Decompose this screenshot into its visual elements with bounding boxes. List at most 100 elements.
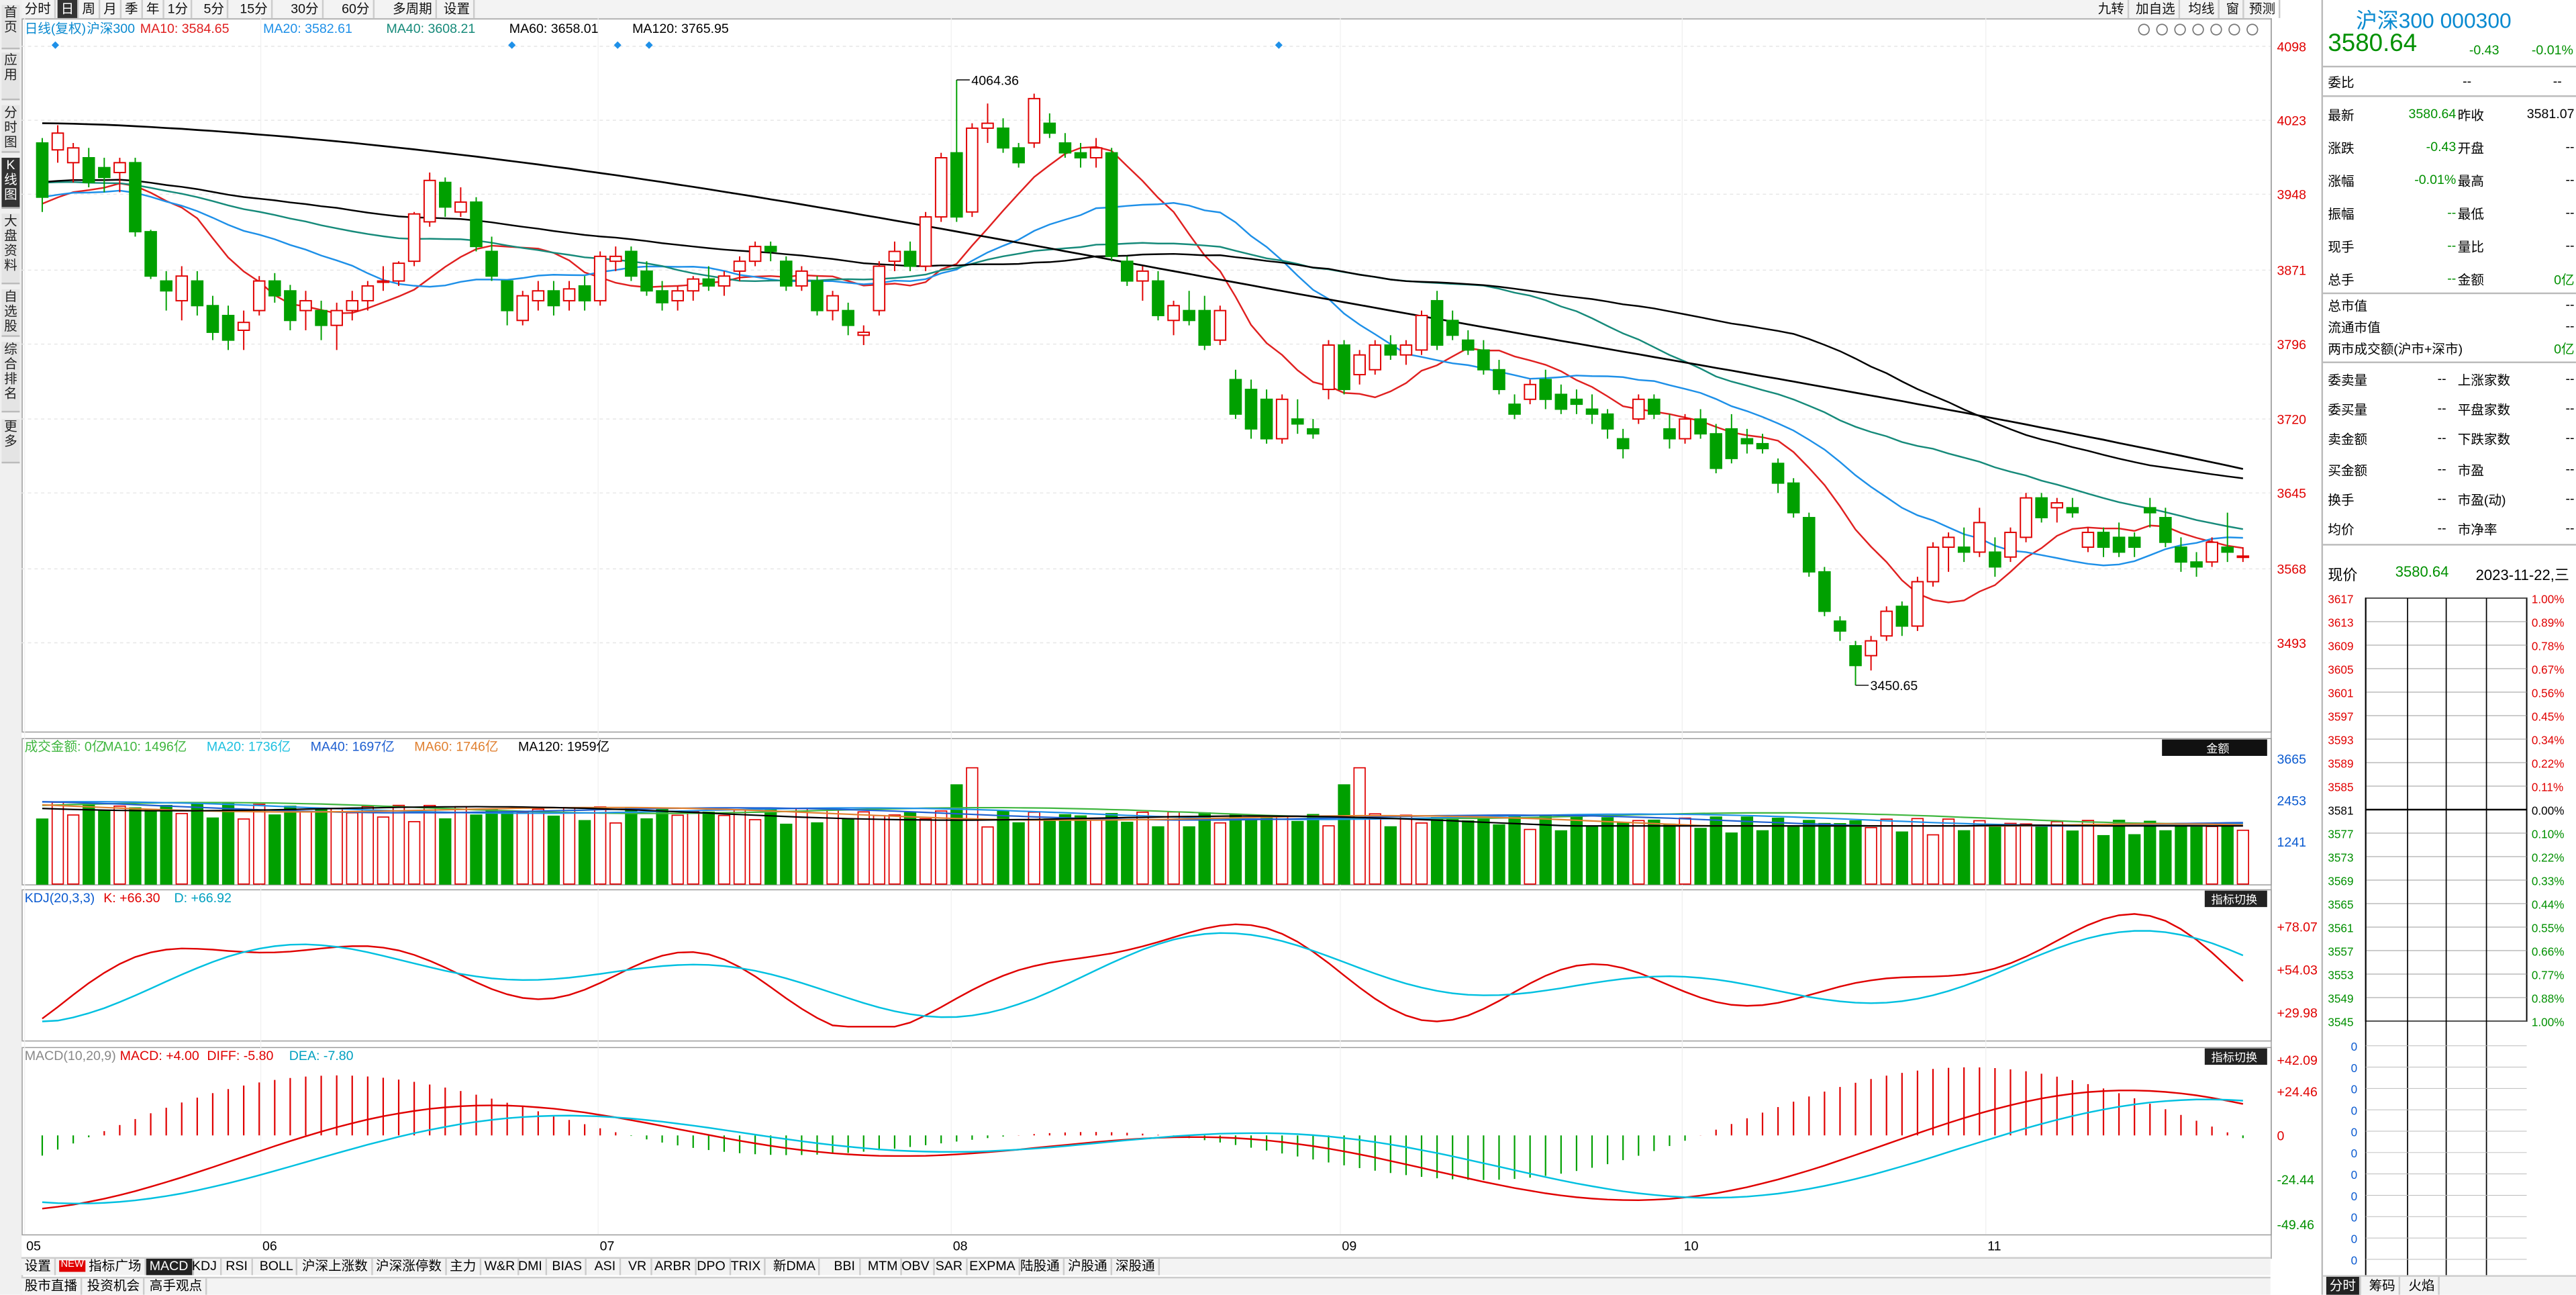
top-right-button-2[interactable]: 均线	[2185, 0, 2220, 18]
left-nav-4[interactable]: 大盘资料	[1, 213, 20, 285]
period-tab-8[interactable]: 15分	[236, 0, 273, 18]
indicator-tab-7[interactable]: 沪深上涨数	[299, 1258, 373, 1276]
info-tab-1[interactable]: 投资机会	[84, 1278, 145, 1295]
indicator-tab-6[interactable]: BOLL	[256, 1258, 299, 1276]
eye-icon[interactable]	[2138, 23, 2150, 36]
candle	[1648, 394, 1661, 420]
period-tab-9[interactable]: 30分	[287, 0, 324, 18]
candle	[656, 281, 668, 311]
redo-icon[interactable]	[2174, 23, 2186, 36]
candle	[1926, 542, 1940, 587]
indicator-tab-3[interactable]: MACD	[146, 1258, 193, 1276]
indicator-tab-13[interactable]: ASI	[591, 1258, 621, 1276]
period-tab-0[interactable]: 分时	[21, 0, 56, 18]
volume-bar	[392, 804, 405, 885]
kdj-pane	[42, 913, 2244, 1028]
left-nav-2[interactable]: 分时图	[1, 105, 20, 153]
candle	[2004, 527, 2017, 563]
indicator-tab-4[interactable]: KDJ	[189, 1258, 222, 1276]
volume-bar	[330, 808, 343, 885]
candle	[2081, 527, 2095, 553]
volume-bar	[1818, 822, 1831, 885]
candle	[764, 241, 777, 262]
info-tab-2[interactable]: 高手观点	[146, 1278, 207, 1295]
indicator-tab-18[interactable]: 新DMA	[770, 1258, 821, 1276]
period-tab-7[interactable]: 5分	[201, 0, 230, 18]
plus-icon[interactable]	[2228, 23, 2240, 36]
period-tab-6[interactable]: 1分	[164, 0, 193, 18]
close-icon[interactable]	[2246, 23, 2259, 36]
volume-bar	[36, 818, 49, 885]
macd-tick: +42.09	[2277, 1053, 2318, 1068]
indicator-tab-23[interactable]: EXPMA	[966, 1258, 1021, 1276]
left-nav-7[interactable]: 更多	[1, 419, 20, 464]
indicator-tab-19[interactable]: BBI	[831, 1258, 860, 1276]
market-value: --	[2565, 297, 2575, 313]
period-tab-5[interactable]: 年	[143, 0, 164, 18]
candle-body	[1322, 344, 1335, 391]
indicator-tab-11[interactable]: DMI	[515, 1258, 548, 1276]
indicator-tab-22[interactable]: SAR	[932, 1258, 968, 1276]
indicator-tab-12[interactable]: BIAS	[549, 1258, 587, 1276]
period-tab-10[interactable]: 60分	[338, 0, 375, 18]
minus-icon[interactable]	[2210, 23, 2222, 36]
top-right-button-0[interactable]: 九转	[2095, 0, 2130, 18]
candle-body	[934, 157, 948, 218]
top-right-button-3[interactable]: 窗	[2223, 0, 2244, 18]
kdj-switch-button[interactable]	[2204, 890, 2267, 908]
indicator-tab-24[interactable]: 陆股通	[1017, 1258, 1065, 1276]
info-tab-0[interactable]: 股市直播	[21, 1278, 83, 1295]
chart-area[interactable]: 4098 4023 3948 3871 3796 3720 3645 3568 3493 05 06…	[21, 17, 2322, 1259]
mini-timeshare-chart[interactable]: 3617 1.00% 3613 0.89% 3609 0.78% 3605 0.67% 3601…	[2323, 591, 2576, 1295]
indicator-tab-15[interactable]: ARBR	[651, 1258, 696, 1276]
lock-icon[interactable]	[2192, 23, 2204, 36]
left-nav-3[interactable]: K线图	[1, 157, 20, 209]
stock-price: 3580.64	[2328, 30, 2418, 58]
indicator-tab-25[interactable]: 沪股通	[1064, 1258, 1113, 1276]
left-nav-0[interactable]: 首页	[1, 5, 20, 50]
indicator-tab-17[interactable]: TRIX	[728, 1258, 766, 1276]
breadth-label: 上涨家数	[2457, 373, 2511, 388]
right-tab-0[interactable]: 分时	[2326, 1276, 2361, 1295]
undo-icon[interactable]	[2156, 23, 2168, 36]
mini-pct-tick: 0.00%	[2532, 804, 2565, 817]
left-nav-1[interactable]: 应用	[1, 52, 20, 101]
candle	[1136, 266, 1149, 301]
indicator-tab-21[interactable]: OBV	[898, 1258, 935, 1276]
right-tab-2[interactable]: 火焰	[2405, 1276, 2440, 1295]
top-right-button-4[interactable]: 预测	[2246, 0, 2281, 18]
market-label: 总市值	[2328, 299, 2368, 314]
candle-body	[1058, 142, 1072, 154]
indicator-tab-26[interactable]: 深股通	[1112, 1258, 1160, 1276]
top-right-button-1[interactable]: 加自选	[2132, 0, 2181, 18]
left-nav-6[interactable]: 综合排名	[1, 342, 20, 413]
macd-switch-button[interactable]	[2204, 1048, 2267, 1065]
period-tab-2[interactable]: 周	[79, 0, 101, 18]
candle-body	[1926, 546, 1940, 583]
period-tab-4[interactable]: 季	[121, 0, 143, 18]
period-tab-1[interactable]: 日	[57, 0, 79, 18]
candle-body	[1989, 551, 2001, 568]
indicator-tab-0[interactable]: 设置	[21, 1258, 56, 1276]
indicator-tab-2[interactable]: 指标广场	[85, 1258, 146, 1276]
indicator-tab-5[interactable]: RSI	[222, 1258, 253, 1276]
period-tab-11[interactable]: 多周期	[389, 0, 438, 18]
quote-row: 振幅 -- 最低 --	[2328, 199, 2574, 228]
candle-body	[1570, 398, 1583, 405]
indicator-tab-16[interactable]: DPO	[693, 1258, 731, 1276]
mini-pct-tick: 0.22%	[2532, 851, 2565, 864]
period-tab-12[interactable]: 设置	[440, 0, 475, 18]
period-tab-3[interactable]: 月	[100, 0, 122, 18]
candle	[1585, 394, 1599, 424]
volume-mode-button[interactable]	[2162, 739, 2267, 756]
candle-body	[1384, 344, 1397, 356]
indicator-tab-10[interactable]: W&R	[481, 1258, 520, 1276]
right-tab-1[interactable]: 筹码	[2366, 1276, 2401, 1295]
indicator-tab-9[interactable]: 主力	[446, 1258, 481, 1276]
left-nav-5[interactable]: 自选股	[1, 289, 20, 337]
indicator-tab-8[interactable]: 沪深涨停数	[373, 1258, 447, 1276]
volume-bar	[113, 805, 126, 885]
candle-body	[1942, 536, 1955, 548]
indicator-tab-14[interactable]: VR	[625, 1258, 652, 1276]
indicator-tab-20[interactable]: MTM	[864, 1258, 903, 1276]
